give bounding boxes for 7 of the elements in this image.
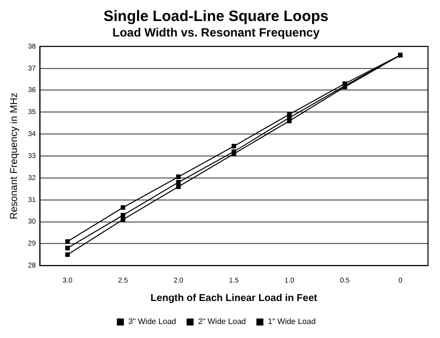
- legend-label: 2" Wide Load: [198, 317, 246, 326]
- legend-label: 1" Wide Load: [268, 317, 316, 326]
- chart-title: Single Load-Line Square Loops: [103, 8, 329, 26]
- legend-label: 3" Wide Load: [128, 317, 176, 326]
- chart-subtitle: Load Width vs. Resonant Frequency: [112, 26, 320, 40]
- y-axis-title: Resonant Frequency in MHz: [8, 92, 20, 220]
- x-axis-title: Length of Each Linear Load in Feet: [150, 292, 318, 304]
